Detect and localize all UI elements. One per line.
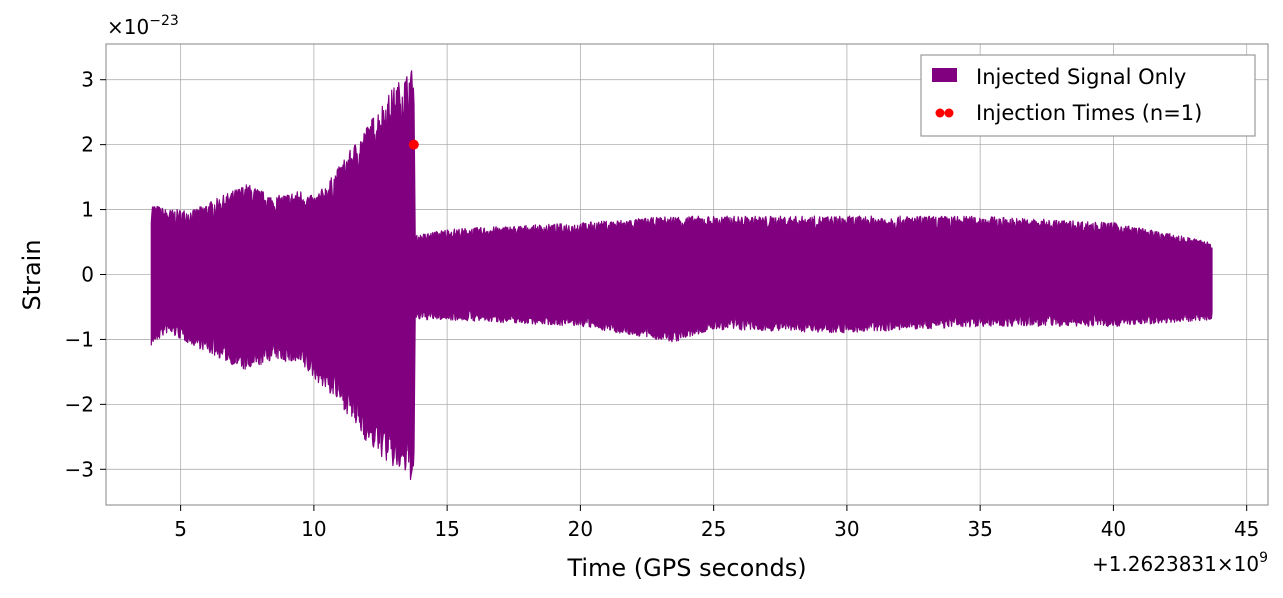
x-offset-text: +1.2623831×109 [1092,550,1268,576]
x-tick-label: 45 [1234,517,1259,541]
y-tick-label: 2 [81,133,94,157]
x-tick-label: 25 [701,517,726,541]
x-tick-label: 20 [568,517,593,541]
series-layer [150,70,1213,481]
legend-label-injected-signal: Injected Signal Only [976,65,1186,89]
injection-time-point [408,139,419,150]
x-tick-label: 30 [834,517,859,541]
x-tick-label: 5 [174,517,187,541]
y-tick-label: −1 [65,327,94,351]
x-tick-label: 35 [967,517,992,541]
legend-box [920,54,1256,137]
x-axis-title: Time (GPS seconds) [566,554,806,582]
x-tick-label: 10 [301,517,326,541]
legend-label-injection-times: Injection Times (n=1) [976,101,1202,125]
legend-marker-injection-times [935,108,945,118]
legend-marker-injection-times [944,108,954,118]
ticks: 5 10 15 20 25 30 35 40 45 −3 −2 −1 0 1 2 3 [65,68,1260,541]
y-scale-text: ×10−23 [107,13,179,39]
y-axis-title: Strain [18,239,46,310]
x-tick-label: 40 [1101,517,1126,541]
y-tick-label: −3 [65,457,94,481]
series-injected-signal [150,70,1213,481]
y-tick-label: −2 [65,392,94,416]
y-tick-label: 3 [81,68,94,92]
y-tick-label: 1 [81,198,94,222]
legend: Injected Signal Only Injection Times (n=… [920,54,1256,137]
x-tick-label: 15 [434,517,459,541]
y-tick-label: 0 [81,263,94,287]
legend-swatch-injected-signal [932,68,957,82]
